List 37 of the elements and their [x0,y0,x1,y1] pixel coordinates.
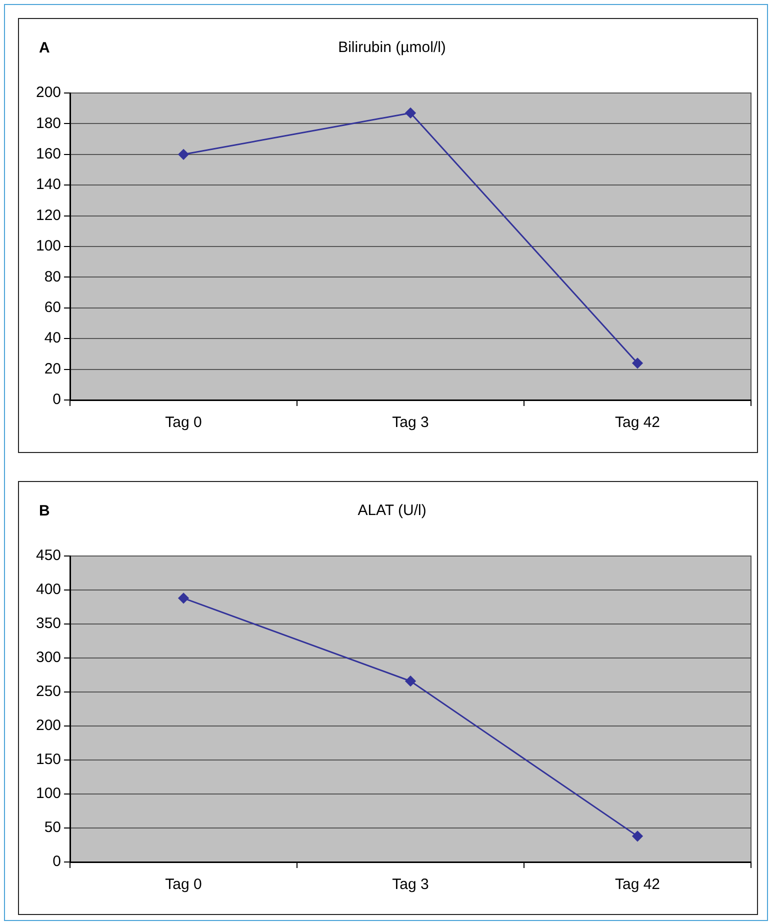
y-tick-label: 100 [36,785,62,802]
point [405,676,416,686]
point [632,358,643,368]
x-tick-label: Tag 0 [165,876,202,894]
chart-title: Bilirubin (µmol/l) [338,39,446,56]
y-tick-label: 300 [36,649,62,666]
y-tick-label: 120 [36,206,62,224]
point [405,108,416,118]
chart-title: ALAT (U/l) [358,502,426,520]
x-tick-label: Tag 3 [392,414,429,432]
y-tick-label: 0 [52,391,62,408]
y-tick-label: 400 [36,581,62,598]
x-tick-label: Tag 42 [614,876,660,894]
y-tick-label: 350 [36,615,62,632]
y-tick-label: 140 [36,176,62,194]
text: A [39,40,50,57]
y-tick-label: 160 [36,146,62,163]
y-tick-label: 60 [44,299,62,316]
text: B [39,502,50,520]
y-tick-label: 20 [44,360,62,378]
y-tick-label: 80 [44,268,62,286]
y-tick-label: 200 [36,717,62,734]
x-tick-label: Tag 0 [165,414,202,432]
y-tick-label: 200 [36,84,62,102]
y-tick-label: 250 [36,683,62,700]
y-tick-label: 0 [52,853,62,870]
point [632,830,643,842]
point [178,592,189,604]
y-tick-label: 100 [36,238,62,255]
x-tick-label: Tag 3 [392,876,429,894]
y-tick-label: 450 [36,547,62,564]
x-tick-label: Tag 42 [614,414,660,432]
y-tick-label: 180 [36,114,62,132]
y-tick-label: 50 [44,819,62,836]
y-tick-label: 150 [36,751,62,768]
point [178,149,189,160]
y-tick-label: 40 [44,330,62,347]
